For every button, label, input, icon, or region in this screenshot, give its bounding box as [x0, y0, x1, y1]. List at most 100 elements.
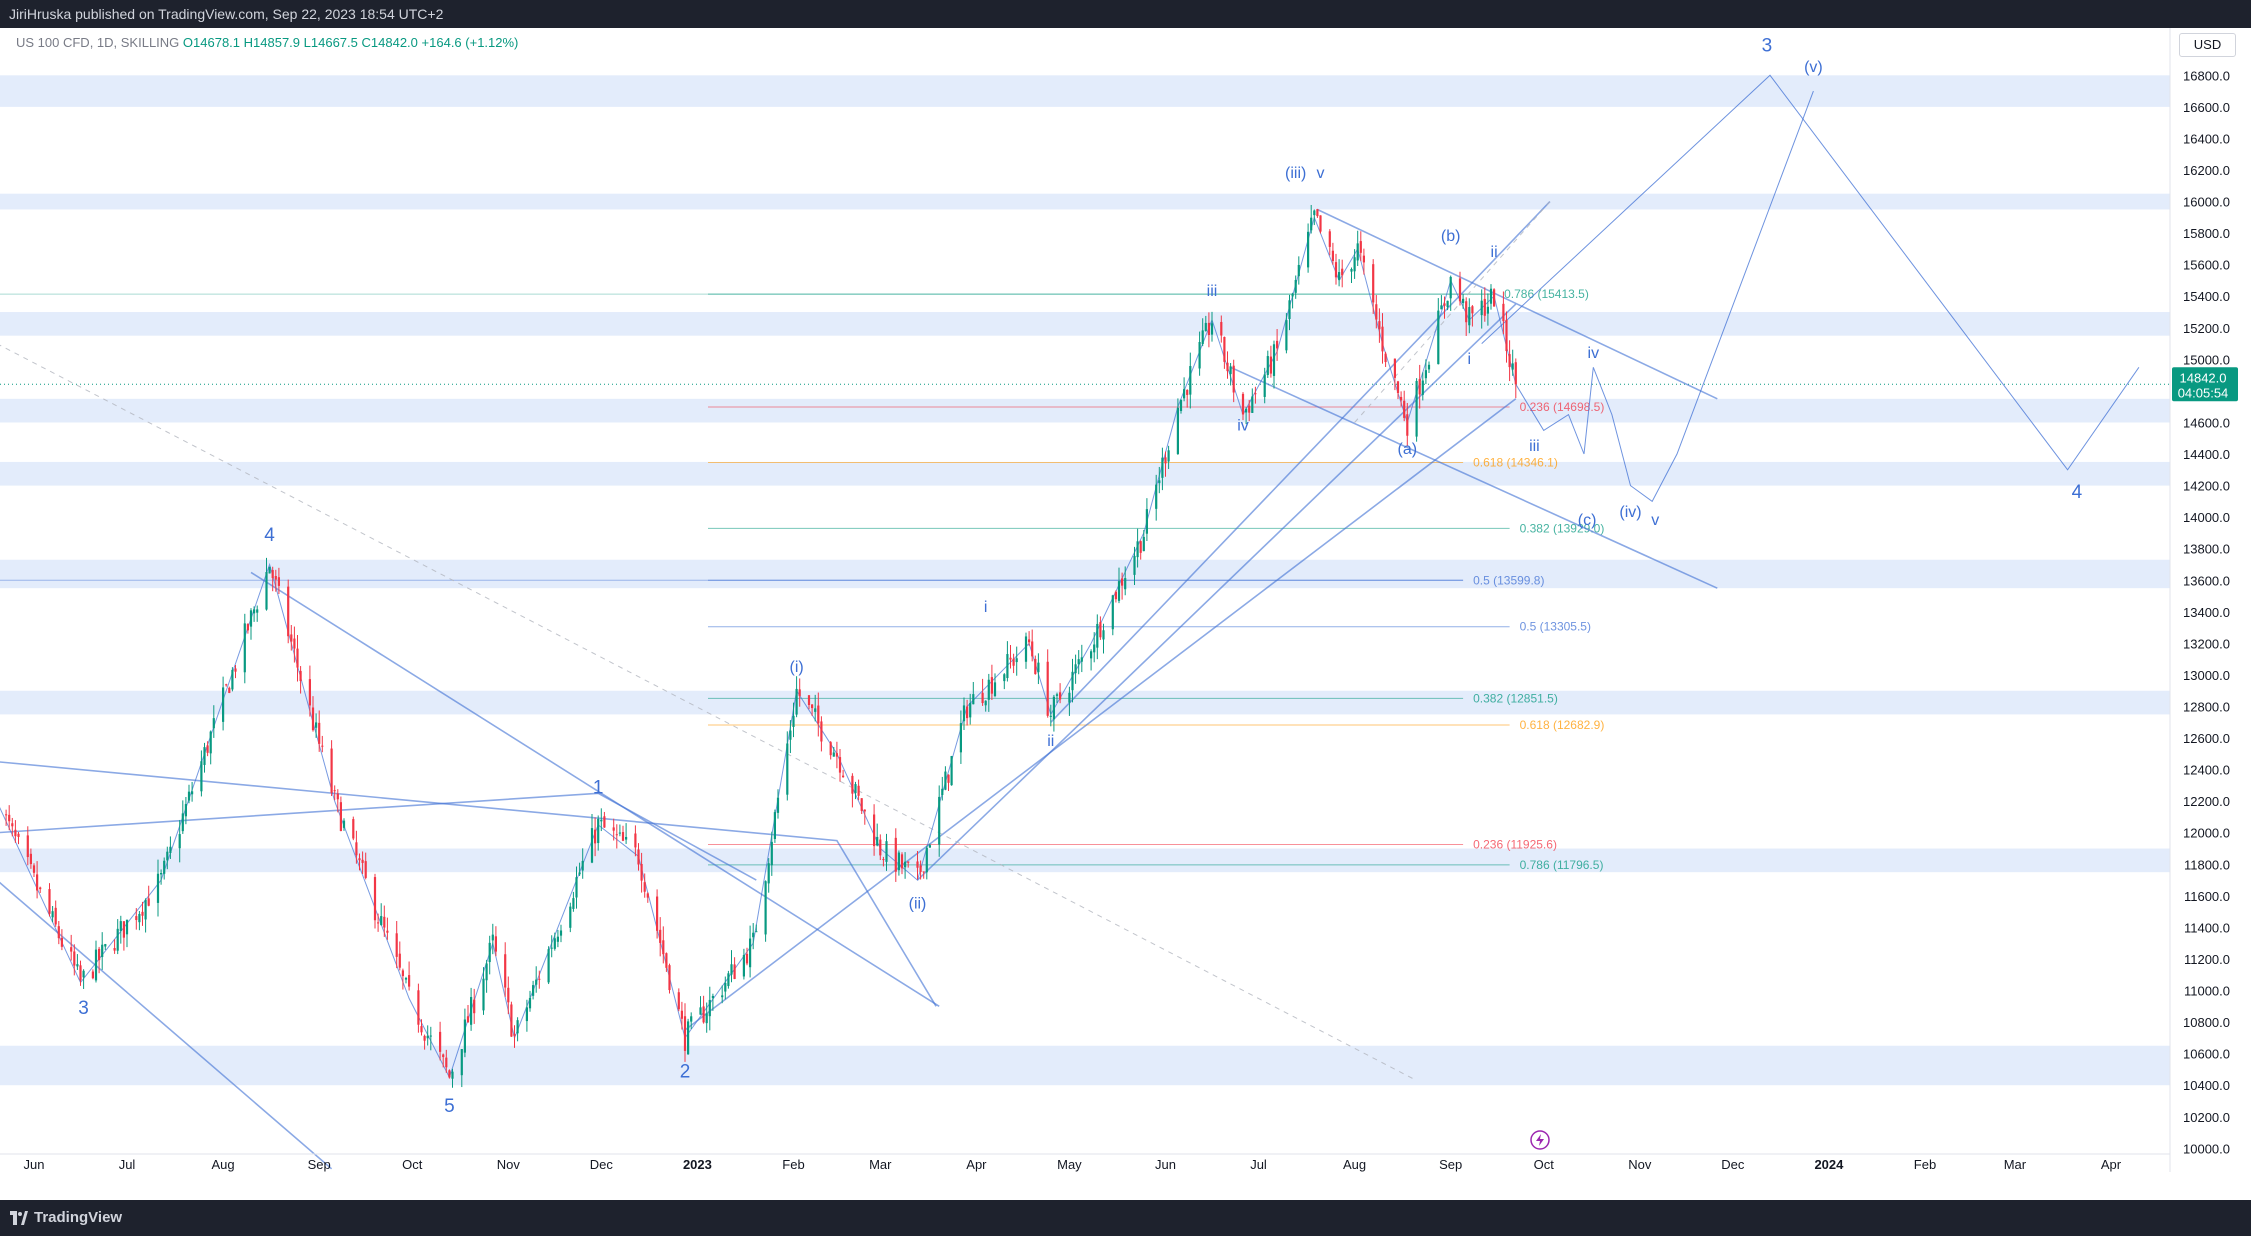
legend-low: L14667.5	[303, 35, 358, 50]
candle-body	[817, 705, 820, 724]
candle-body	[535, 979, 538, 985]
fib-level-label: 0.382 (13929.0)	[1520, 521, 1605, 535]
candle-body	[987, 679, 990, 700]
candle-body	[1437, 310, 1440, 365]
wave-label: (iii)	[1285, 165, 1306, 182]
candle-body	[603, 816, 606, 828]
candle-body	[1297, 264, 1300, 277]
time-tick-label: Mar	[2004, 1157, 2027, 1172]
candle-body	[621, 832, 625, 841]
candle-body	[947, 774, 950, 783]
time-tick-label: Apr	[966, 1157, 987, 1172]
price-tick-label: 15000.0	[2183, 352, 2230, 367]
candle-body	[249, 610, 253, 627]
candle-body	[513, 1034, 516, 1036]
candle-body	[1393, 358, 1396, 378]
candle-body	[860, 798, 863, 811]
candle-body	[1052, 696, 1055, 720]
candle-body	[383, 916, 386, 928]
time-tick-label: Feb	[782, 1157, 804, 1172]
symbol-legend[interactable]: US 100 CFD, 1D, SKILLING O14678.1 H14857…	[16, 35, 518, 50]
wave-path	[0, 215, 1517, 1079]
candle-body	[426, 1035, 429, 1039]
candle-body	[76, 964, 79, 967]
candle-body	[811, 704, 814, 709]
candle-body	[733, 964, 736, 979]
candle-body	[569, 906, 572, 928]
candle-body	[1186, 390, 1189, 395]
candle-body	[355, 842, 358, 856]
candle-body	[26, 835, 29, 858]
candle-body	[776, 797, 780, 813]
candle-body	[1400, 396, 1403, 401]
candle-body	[1241, 393, 1245, 415]
candle-body	[494, 936, 497, 952]
candle-body	[829, 742, 832, 756]
chart-frame[interactable]	[0, 28, 2251, 1200]
candle-body	[287, 586, 290, 637]
candle-body	[1443, 303, 1446, 306]
candle-body	[504, 954, 507, 988]
candle-body	[1353, 257, 1356, 272]
wave-label: 1	[593, 777, 604, 798]
candle-body	[1145, 509, 1148, 534]
candle-body	[749, 938, 752, 968]
candle-body	[135, 916, 138, 921]
price-tick-label: 14000.0	[2183, 510, 2230, 525]
candle-body	[1102, 630, 1105, 640]
dashed-trend-line	[0, 344, 1414, 1080]
time-tick-label: May	[1057, 1157, 1082, 1172]
candle-body	[491, 934, 494, 941]
candle-body	[767, 863, 770, 884]
wave-label: 4	[264, 525, 275, 546]
time-tick-label: Oct	[1534, 1157, 1555, 1172]
candle-body	[941, 788, 944, 795]
fib-level-label: 0.618 (12682.9)	[1520, 718, 1605, 732]
candle-body	[373, 877, 377, 921]
wave-label: (ii)	[909, 895, 927, 912]
candle-body	[1201, 330, 1204, 344]
candle-body	[1502, 303, 1505, 322]
candle-body	[659, 929, 662, 943]
wave-label: iii	[1207, 283, 1218, 300]
wave-label: (c)	[1578, 512, 1597, 529]
candle-body	[1294, 280, 1297, 293]
candle-body	[311, 707, 315, 731]
time-tick-label: Mar	[869, 1157, 892, 1172]
candle-body	[1071, 671, 1074, 691]
candle-body	[178, 834, 181, 849]
candle-body	[187, 791, 191, 801]
candle-body	[525, 1007, 528, 1022]
candle-body	[770, 841, 773, 866]
candle-body	[253, 609, 256, 614]
candle-body	[962, 705, 966, 722]
candle-body	[1055, 694, 1059, 696]
candle-body	[1378, 321, 1381, 330]
candle-body	[1415, 380, 1418, 437]
candle-body	[550, 947, 553, 949]
candle-body	[612, 827, 615, 831]
candle-body	[290, 634, 293, 642]
time-tick-label: Nov	[1628, 1157, 1652, 1172]
candle-body	[466, 1016, 470, 1023]
last-price-countdown: 04:05:54	[2178, 385, 2229, 400]
wave-label: (v)	[1804, 59, 1823, 76]
candle-body	[578, 872, 581, 875]
candle-body	[222, 687, 225, 722]
candle-body	[333, 790, 336, 792]
fib-level-label: 0.618 (14346.1)	[1473, 456, 1558, 470]
candle-body	[1511, 363, 1514, 370]
candle-body	[1068, 692, 1071, 703]
projection-path	[1515, 90, 1814, 503]
candle-body	[959, 723, 962, 753]
candle-body	[786, 743, 789, 795]
candle-body	[742, 954, 745, 977]
candle-body	[315, 722, 318, 728]
candle-body	[1046, 661, 1049, 716]
currency-button[interactable]: USD	[2179, 33, 2236, 57]
candle-body	[724, 982, 727, 992]
candle-body	[919, 865, 922, 872]
candle-body	[516, 1020, 519, 1034]
candle-body	[907, 861, 910, 863]
